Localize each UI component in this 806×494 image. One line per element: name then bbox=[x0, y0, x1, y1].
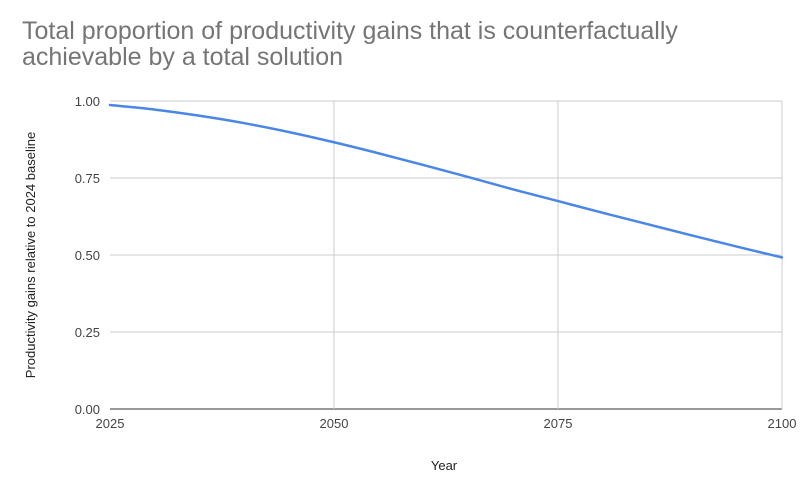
series-line bbox=[108, 103, 784, 259]
y-tick-label: 0.00 bbox=[75, 402, 100, 417]
y-tick-label: 0.75 bbox=[75, 171, 100, 186]
y-tick-label: 0.50 bbox=[75, 248, 100, 263]
x-axis-title: Year bbox=[431, 458, 458, 473]
chart-title: Total proportion of productivity gains t… bbox=[22, 17, 678, 71]
x-tick-label: 2025 bbox=[96, 416, 125, 431]
x-tick-label: 2075 bbox=[544, 416, 573, 431]
y-axis-title: Productivity gains relative to 2024 base… bbox=[23, 132, 38, 378]
y-tick-label: 0.25 bbox=[75, 325, 100, 340]
series-layer bbox=[108, 103, 784, 259]
x-tick-label: 2050 bbox=[320, 416, 349, 431]
x-tick-label: 2100 bbox=[768, 416, 797, 431]
y-tick-label: 1.00 bbox=[75, 94, 100, 109]
tick-labels: 0.00 0.25 0.50 0.75 1.00 2025 2050 2075 2100 bbox=[75, 94, 797, 431]
grid bbox=[110, 100, 783, 410]
